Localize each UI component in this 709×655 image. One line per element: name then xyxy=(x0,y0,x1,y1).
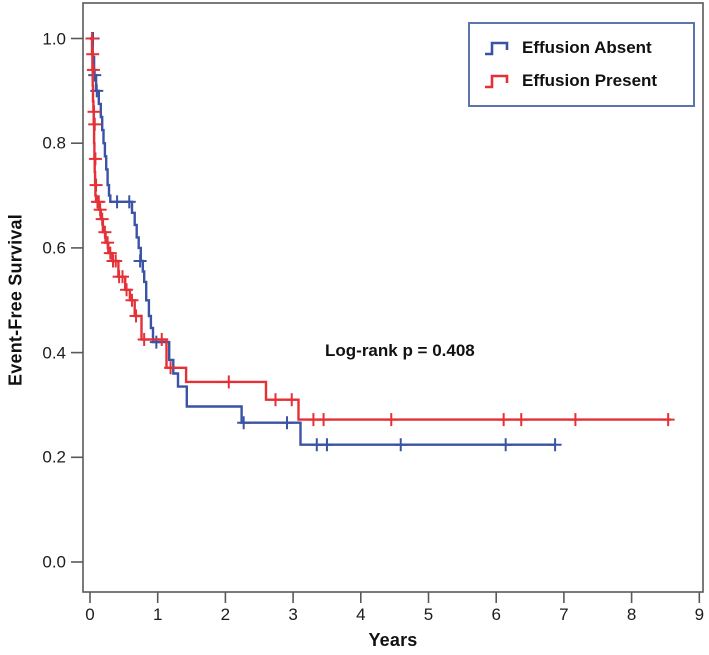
legend-label: Effusion Present xyxy=(522,71,658,90)
plot-frame xyxy=(82,2,704,593)
km-step-icon xyxy=(485,41,509,56)
x-tick-label-2: 2 xyxy=(220,605,231,624)
y-tick-label-0.0: 0.0 xyxy=(42,552,66,572)
x-tick-label-5: 5 xyxy=(423,605,434,624)
legend-item-effusion-absent: Effusion Absent xyxy=(482,37,687,59)
legend-item-effusion-present: Effusion Present xyxy=(482,70,687,92)
y-tick-label-0.6: 0.6 xyxy=(42,238,66,258)
x-tick-label-7: 7 xyxy=(559,605,569,624)
x-tick-label-8: 8 xyxy=(626,605,637,624)
legend-label: Effusion Absent xyxy=(522,38,652,57)
y-tick-label-0.2: 0.2 xyxy=(42,447,66,467)
km-step-icon xyxy=(485,74,509,89)
x-tick-label-3: 3 xyxy=(288,605,298,624)
legend: Effusion Absent Effusion Present xyxy=(468,22,695,107)
y-tick-label-1.0: 1.0 xyxy=(42,29,66,48)
x-tick-label-1: 1 xyxy=(152,605,163,624)
x-axis-title: Years xyxy=(368,630,418,650)
y-tick-label-0.4: 0.4 xyxy=(42,343,66,363)
y-axis-title: Event-Free Survival xyxy=(5,214,26,386)
x-tick-label-0: 0 xyxy=(85,605,95,624)
log-rank-annotation: Log-rank p = 0.408 xyxy=(325,341,475,360)
survival-curve-effusion-absent xyxy=(90,37,556,446)
x-tick-label-4: 4 xyxy=(356,605,366,624)
x-tick-label-6: 6 xyxy=(491,605,501,624)
x-tick-label-9: 9 xyxy=(694,605,705,624)
y-tick-label-0.8: 0.8 xyxy=(42,133,66,153)
